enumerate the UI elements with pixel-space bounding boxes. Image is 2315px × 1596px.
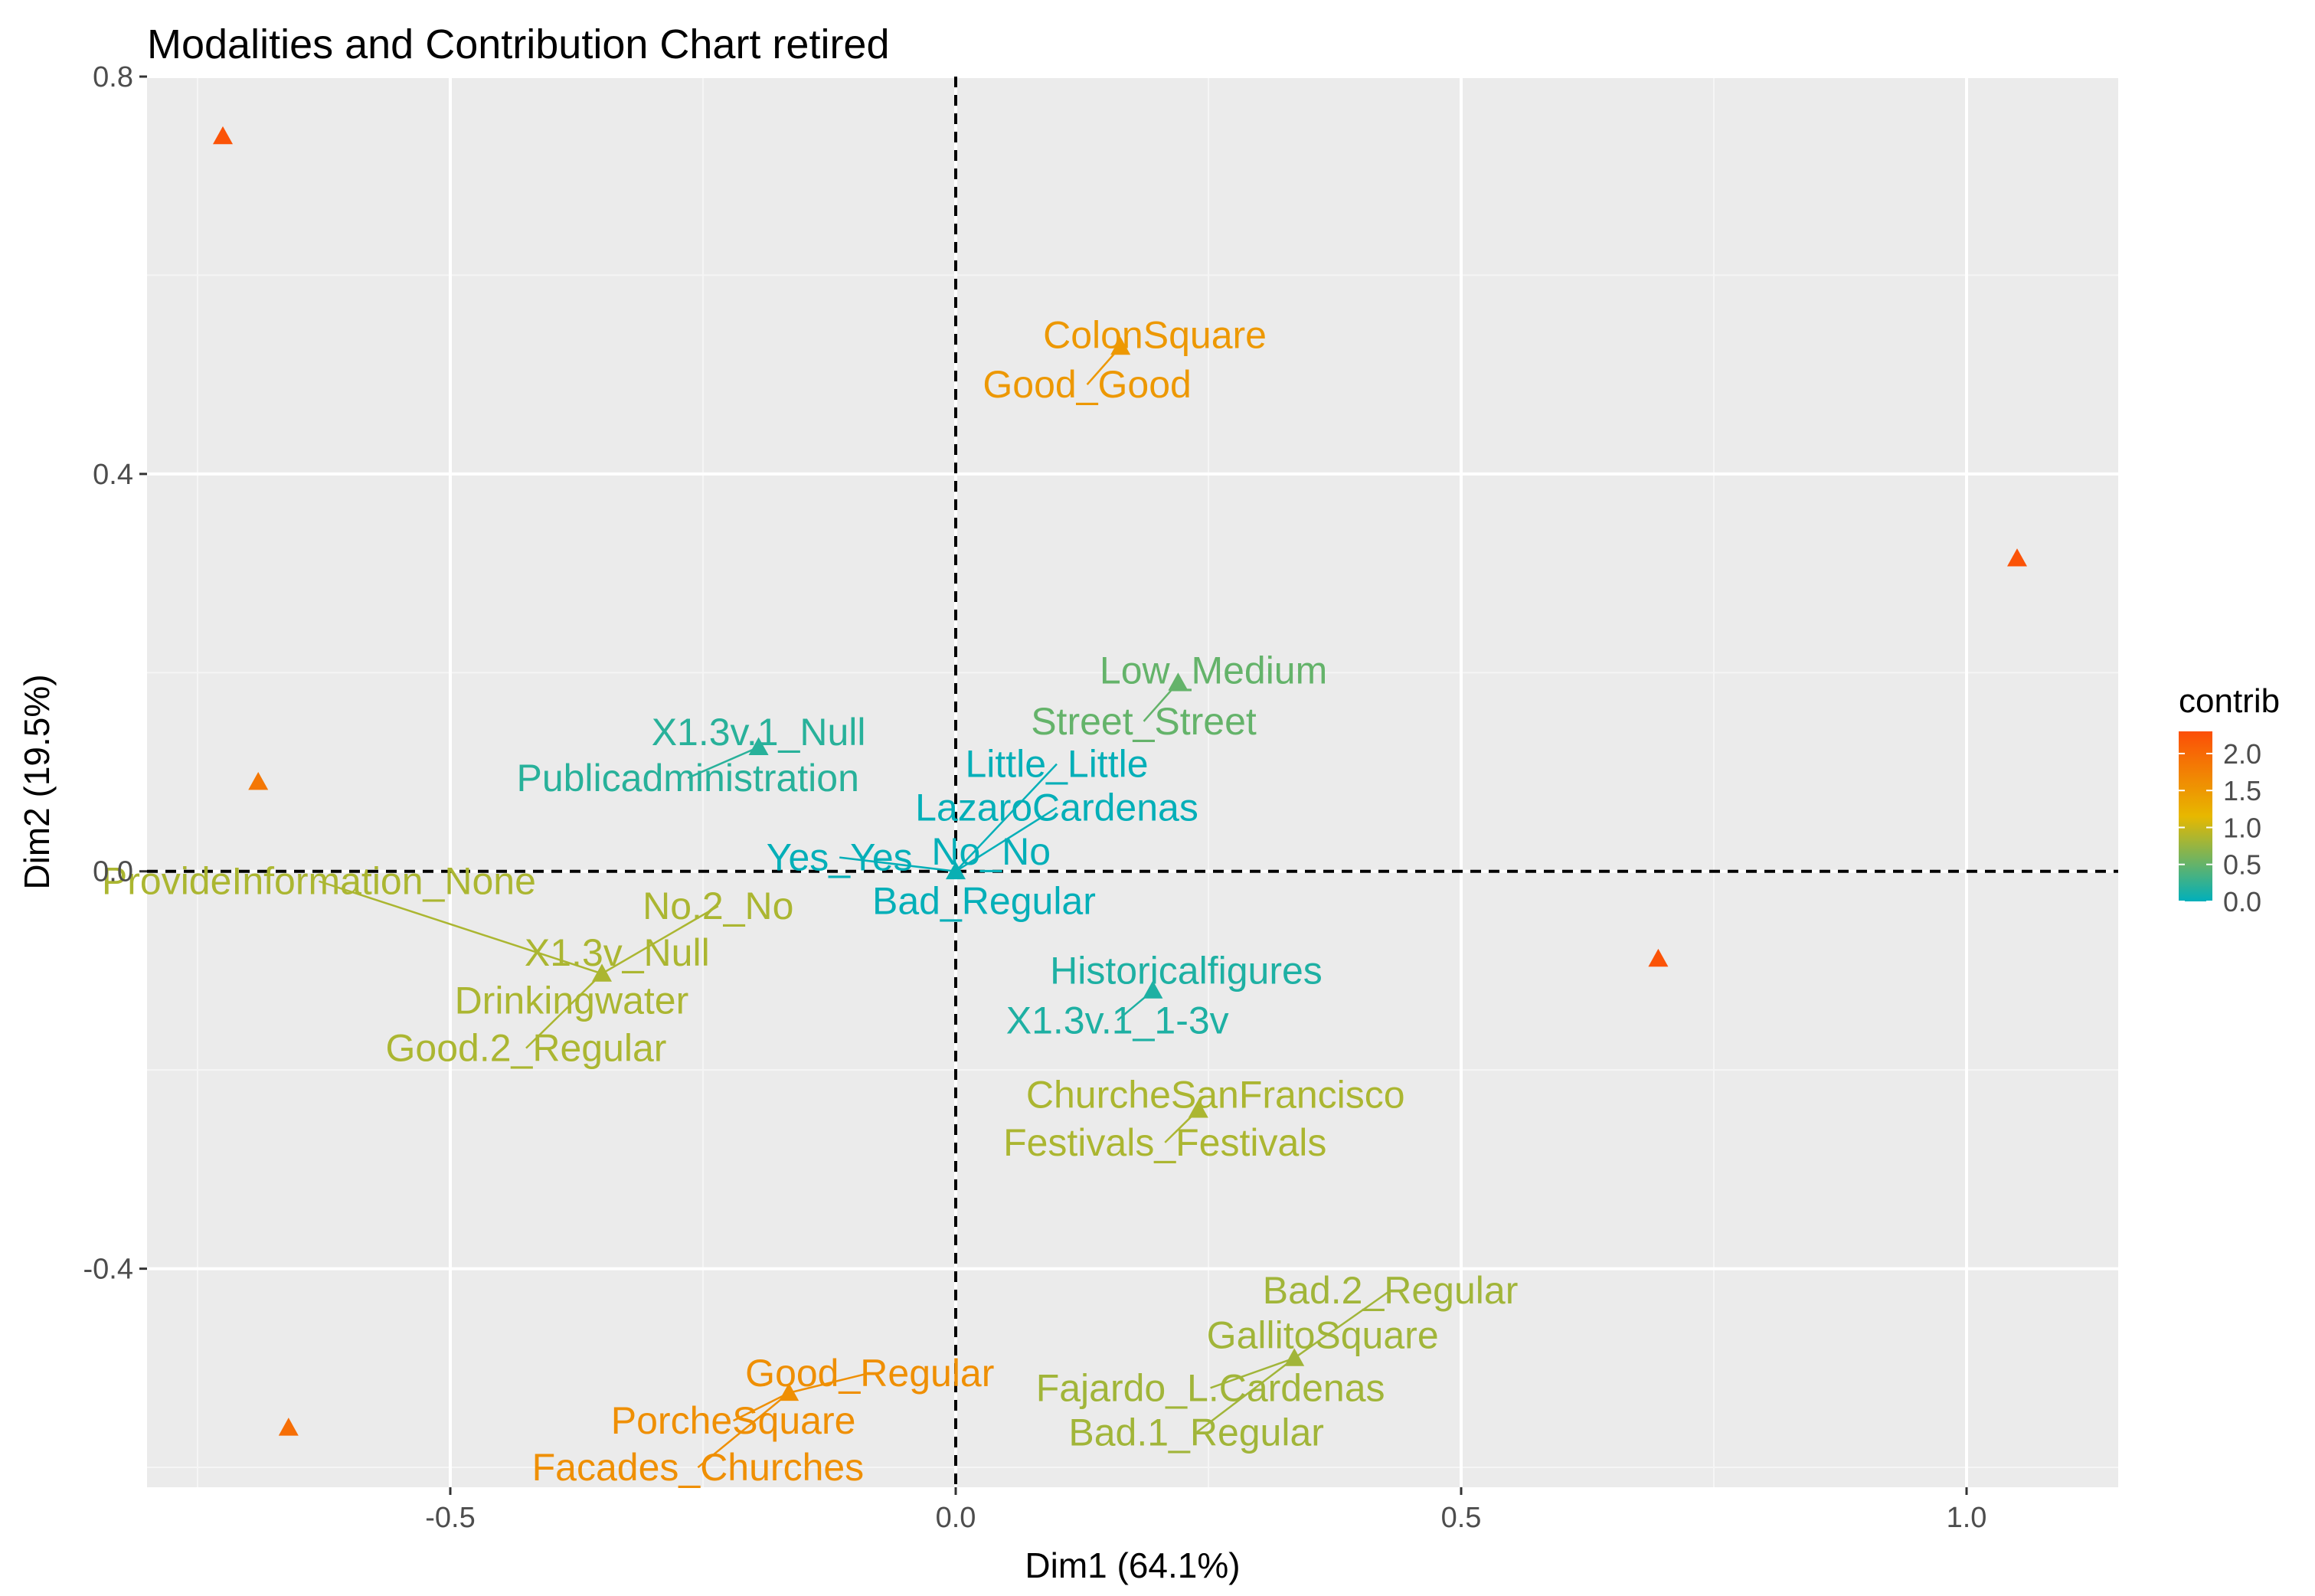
data-point-triangle (213, 126, 233, 145)
label-leader-line (839, 856, 956, 872)
point-label: No_No (931, 830, 1051, 873)
point-label: Bad_Regular (872, 880, 1096, 923)
point-label: GallitoSquare (1207, 1314, 1439, 1357)
label-leader-line (697, 1392, 790, 1469)
x-tick-label: -0.5 (425, 1502, 475, 1534)
point-label: Low_Medium (1100, 649, 1327, 692)
data-point-triangle (1143, 980, 1163, 999)
y-axis-title: Dim2 (19.5%) (17, 674, 57, 889)
x-axis: -0.5 0.0 0.5 1.0 (425, 1487, 1986, 1534)
x-tick-label: 0.0 (936, 1502, 976, 1534)
legend-tick-label: 0.0 (2223, 886, 2261, 917)
point-label: X1.3v.1_Null (652, 711, 866, 754)
label-leader-line (319, 880, 603, 975)
grid-minor (147, 77, 2118, 1487)
y-tick-label: 0.0 (93, 856, 133, 888)
legend-tick-label: 0.5 (2223, 849, 2261, 881)
data-point-triangle (1648, 948, 1669, 967)
legend-tick-label: 1.5 (2223, 775, 2261, 806)
data-point-triangle (1284, 1348, 1305, 1366)
label-leader-line (955, 806, 1058, 872)
legend-title: contrib (2179, 682, 2280, 720)
point-label: Good_Good (983, 363, 1191, 406)
label-leader-line (687, 746, 760, 779)
data-point-triangle (592, 963, 612, 982)
point-label: Festivals_Festivals (1003, 1121, 1326, 1164)
point-label: Historicalfigures (1050, 949, 1323, 992)
x-tick-label: 1.0 (1947, 1502, 1987, 1534)
data-point-triangle (748, 737, 769, 755)
label-leader-line (788, 1372, 871, 1394)
point-label: Facades_Churches (532, 1446, 865, 1489)
plot-panel (147, 77, 2118, 1487)
point-label: Bad.2_Regular (1263, 1269, 1519, 1312)
point-label: Good.2_Regular (386, 1027, 667, 1070)
data-point-triangle (1110, 336, 1131, 355)
label-leader-line (733, 1392, 790, 1422)
point-label: Yes_Yes (767, 836, 913, 879)
y-tick-label: 0.8 (93, 61, 133, 93)
legend-tick-label: 1.0 (2223, 812, 2261, 843)
data-point-triangle (2007, 548, 2027, 567)
point-label: X1.3v.1_1-3v (1006, 999, 1229, 1042)
point-label: Good_Regular (745, 1352, 994, 1395)
contrib-legend: contrib 2.0 1.5 1.0 0.5 0.0 (2179, 682, 2280, 917)
x-tick-label: 0.5 (1441, 1502, 1482, 1534)
label-leader-line (1195, 1357, 1295, 1434)
y-tick-label: 0.4 (93, 459, 133, 491)
label-leader-line (601, 905, 719, 975)
legend-tick-label: 2.0 (2223, 738, 2261, 770)
data-point-triangle (946, 861, 966, 880)
data-point-triangle (248, 772, 269, 790)
point-label: Street_Street (1031, 700, 1257, 743)
point-label: PorcheSquare (611, 1399, 856, 1442)
data-point-triangle (779, 1382, 799, 1401)
data-point-triangle (1188, 1100, 1208, 1118)
point-label: Little_Little (965, 743, 1148, 786)
y-axis: -0.4 0.0 0.4 0.8 (83, 61, 147, 1286)
point-label: Drinkingwater (455, 979, 689, 1022)
legend-colorbar (2179, 731, 2212, 901)
point-label: ChurcheSanFrancisco (1026, 1074, 1405, 1117)
reference-lines (147, 77, 2118, 1487)
chart-title: Modalities and Contribution Chart retire… (147, 21, 890, 67)
y-tick-label: -0.4 (83, 1254, 133, 1286)
label-leader-line (525, 973, 603, 1049)
label-leader-line (955, 763, 1058, 872)
point-label: No.2_No (643, 885, 793, 927)
point-label: Bad.1_Regular (1068, 1411, 1324, 1454)
data-points (213, 126, 2027, 1436)
data-point-triangle (1168, 672, 1189, 691)
point-labels: ColonSquare Good_Good Low_Medium Street_Str… (102, 313, 1518, 1489)
legend-ticks: 2.0 1.5 1.0 0.5 0.0 (2179, 738, 2261, 917)
data-point-triangle (278, 1418, 299, 1436)
point-label: ProvideInformation_None (102, 860, 536, 903)
point-label: ColonSquare (1043, 313, 1267, 356)
label-leader-line (1293, 1290, 1391, 1359)
label-leader-line (1210, 1357, 1295, 1389)
point-label: LazaroCardenas (915, 787, 1198, 829)
point-label: X1.3v_Null (525, 931, 710, 974)
point-label: Publicadministration (516, 757, 858, 800)
point-label: Fajardo_L.Cardenas (1036, 1366, 1385, 1409)
x-axis-title: Dim1 (64.1%) (1025, 1545, 1240, 1585)
